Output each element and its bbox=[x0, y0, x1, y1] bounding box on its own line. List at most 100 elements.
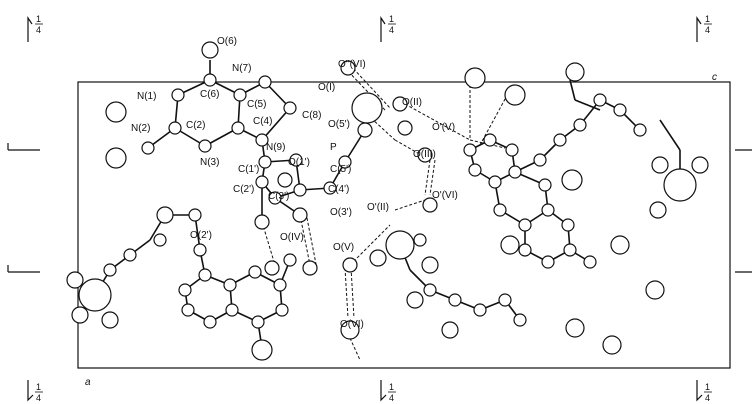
fraction-denominator: 4 bbox=[389, 393, 394, 403]
fraction-numerator: 1 bbox=[705, 382, 710, 392]
atom-label: O(3') bbox=[330, 207, 352, 218]
atom bbox=[519, 219, 531, 231]
atom bbox=[293, 208, 307, 222]
atom-label: O(1') bbox=[288, 157, 310, 168]
atom bbox=[542, 204, 554, 216]
atom-label: O(III) bbox=[413, 149, 436, 160]
atom-label: O(VI) bbox=[340, 319, 364, 330]
atom-label: O(II) bbox=[402, 97, 422, 108]
atom bbox=[519, 244, 531, 256]
atom-label: C(8) bbox=[302, 110, 321, 121]
atom bbox=[499, 294, 511, 306]
atom bbox=[407, 292, 423, 308]
atom bbox=[424, 284, 436, 296]
atom-label: P bbox=[330, 142, 337, 153]
hydrogen-bond bbox=[425, 160, 430, 195]
atom bbox=[464, 144, 476, 156]
atom-label: C(4') bbox=[328, 184, 349, 195]
atom-label: O(V) bbox=[333, 242, 354, 253]
fraction-numerator: 1 bbox=[36, 382, 41, 392]
atom-label: N(3) bbox=[200, 157, 219, 168]
atom-label: O(IV) bbox=[280, 232, 304, 243]
atom bbox=[232, 122, 244, 134]
atom bbox=[79, 279, 111, 311]
atom bbox=[594, 94, 606, 106]
atom-label: O(2') bbox=[190, 230, 212, 241]
atom bbox=[142, 142, 154, 154]
atom-label: N(7) bbox=[232, 63, 251, 74]
atom bbox=[566, 63, 584, 81]
bond bbox=[660, 120, 680, 150]
atom bbox=[204, 74, 216, 86]
atom-label: N(9) bbox=[266, 142, 285, 153]
atom bbox=[172, 89, 184, 101]
atom bbox=[614, 104, 626, 116]
atom-label: C(5') bbox=[330, 164, 351, 175]
atom-label: N(1) bbox=[137, 91, 156, 102]
atom-label: N(2) bbox=[131, 123, 150, 134]
atom bbox=[562, 219, 574, 231]
hydrogen-bond bbox=[350, 338, 360, 360]
hydrogen-bond bbox=[351, 268, 354, 318]
atom bbox=[252, 340, 272, 360]
atom bbox=[303, 261, 317, 275]
fraction-denominator: 4 bbox=[705, 393, 710, 403]
atom bbox=[554, 134, 566, 146]
atom bbox=[256, 176, 268, 188]
atom bbox=[102, 312, 118, 328]
atom bbox=[534, 154, 546, 166]
atom-label: C(4) bbox=[253, 116, 272, 127]
fraction-numerator: 1 bbox=[389, 14, 394, 24]
atom bbox=[650, 202, 666, 218]
atom-label: C(2) bbox=[186, 120, 205, 131]
atom bbox=[506, 144, 518, 156]
atom bbox=[370, 250, 386, 266]
atom bbox=[124, 249, 136, 261]
atom bbox=[501, 236, 519, 254]
atom bbox=[539, 179, 551, 191]
atom bbox=[386, 231, 414, 259]
atom bbox=[265, 261, 279, 275]
atom bbox=[199, 269, 211, 281]
atom bbox=[414, 234, 426, 246]
atom-label: C(6) bbox=[200, 89, 219, 100]
atom bbox=[157, 207, 173, 223]
atom bbox=[276, 304, 288, 316]
atom bbox=[226, 304, 238, 316]
atom bbox=[574, 119, 586, 131]
atom bbox=[584, 256, 596, 268]
atom-label: C(3') bbox=[268, 191, 289, 202]
atom bbox=[202, 42, 218, 58]
atom bbox=[358, 123, 372, 137]
atom bbox=[652, 157, 668, 173]
atom bbox=[189, 209, 201, 221]
atom bbox=[72, 307, 88, 323]
atom-label: C(1') bbox=[238, 164, 259, 175]
atom-label: O(6) bbox=[217, 36, 237, 47]
atom-label: O'(V) bbox=[432, 122, 455, 133]
atom bbox=[422, 257, 438, 273]
atom-label: O'(II) bbox=[367, 202, 389, 213]
atom bbox=[294, 184, 306, 196]
atom bbox=[352, 93, 382, 123]
atom bbox=[278, 173, 292, 187]
fraction-numerator: 1 bbox=[705, 14, 710, 24]
atom-label: O(5') bbox=[328, 119, 350, 130]
atom-label: C(5) bbox=[247, 99, 266, 110]
atom bbox=[566, 319, 584, 337]
atom bbox=[169, 122, 181, 134]
atom bbox=[274, 279, 286, 291]
bond bbox=[570, 80, 575, 100]
atom bbox=[442, 322, 458, 338]
atom bbox=[252, 316, 264, 328]
atom bbox=[562, 170, 582, 190]
atom bbox=[249, 266, 261, 278]
atom bbox=[106, 102, 126, 122]
atom bbox=[199, 140, 211, 152]
atom bbox=[259, 156, 271, 168]
atom bbox=[154, 234, 166, 246]
atom bbox=[106, 148, 126, 168]
fraction-denominator: 4 bbox=[389, 25, 394, 35]
atom-label: O'(VI) bbox=[432, 190, 458, 201]
atom bbox=[484, 134, 496, 146]
